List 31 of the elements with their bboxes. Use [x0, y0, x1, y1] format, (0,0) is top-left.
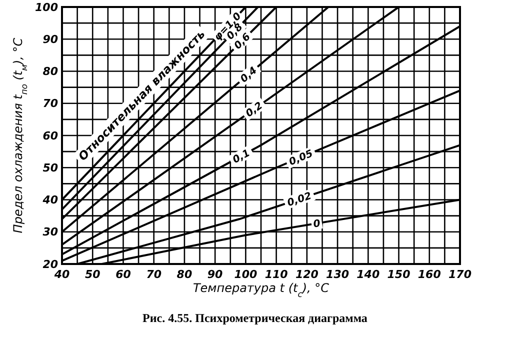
x-tick-label: 100 [234, 268, 258, 281]
text: 0,4 [238, 65, 260, 86]
x-tick-label: 80 [176, 268, 192, 281]
x-tick-label: 140 [356, 268, 380, 281]
text: 0,05 [288, 148, 315, 168]
y-tick-label: 90 [42, 32, 58, 46]
x-tick-label: 130 [326, 268, 350, 281]
text: 0,02 [286, 190, 314, 210]
x-tick-label: 60 [116, 268, 132, 281]
y-tick-label: 40 [42, 194, 58, 207]
y-tick-label: 60 [42, 129, 58, 142]
x-tick-label: 70 [146, 268, 162, 281]
x-tick-label: 50 [84, 268, 101, 281]
y-tick-label: 30 [42, 226, 58, 239]
x-tick-label: 150 [387, 268, 411, 281]
y-tick-label: 100 [35, 0, 58, 14]
y-tick-label: 50 [42, 161, 58, 174]
text: 0,2 [244, 100, 265, 120]
x-axis-title: Температура t (t$_{c}$), °C [192, 281, 330, 299]
y-tick-label: 70 [42, 97, 58, 110]
x-tick-label: 120 [295, 268, 319, 281]
x-tick-label: 160 [418, 268, 442, 281]
x-tick-label: 170 [448, 268, 472, 281]
y-tick-label: 20 [42, 258, 58, 271]
y-tick-label: 80 [42, 65, 58, 78]
text: Рис. 4.55. Психрометрическая диаграмма [142, 311, 368, 325]
x-tick-label: 40 [53, 268, 70, 281]
text: 0,1 [231, 148, 252, 166]
x-tick-label: 90 [207, 268, 224, 281]
text: 0 [312, 218, 322, 230]
x-tick-label: 110 [264, 268, 288, 281]
